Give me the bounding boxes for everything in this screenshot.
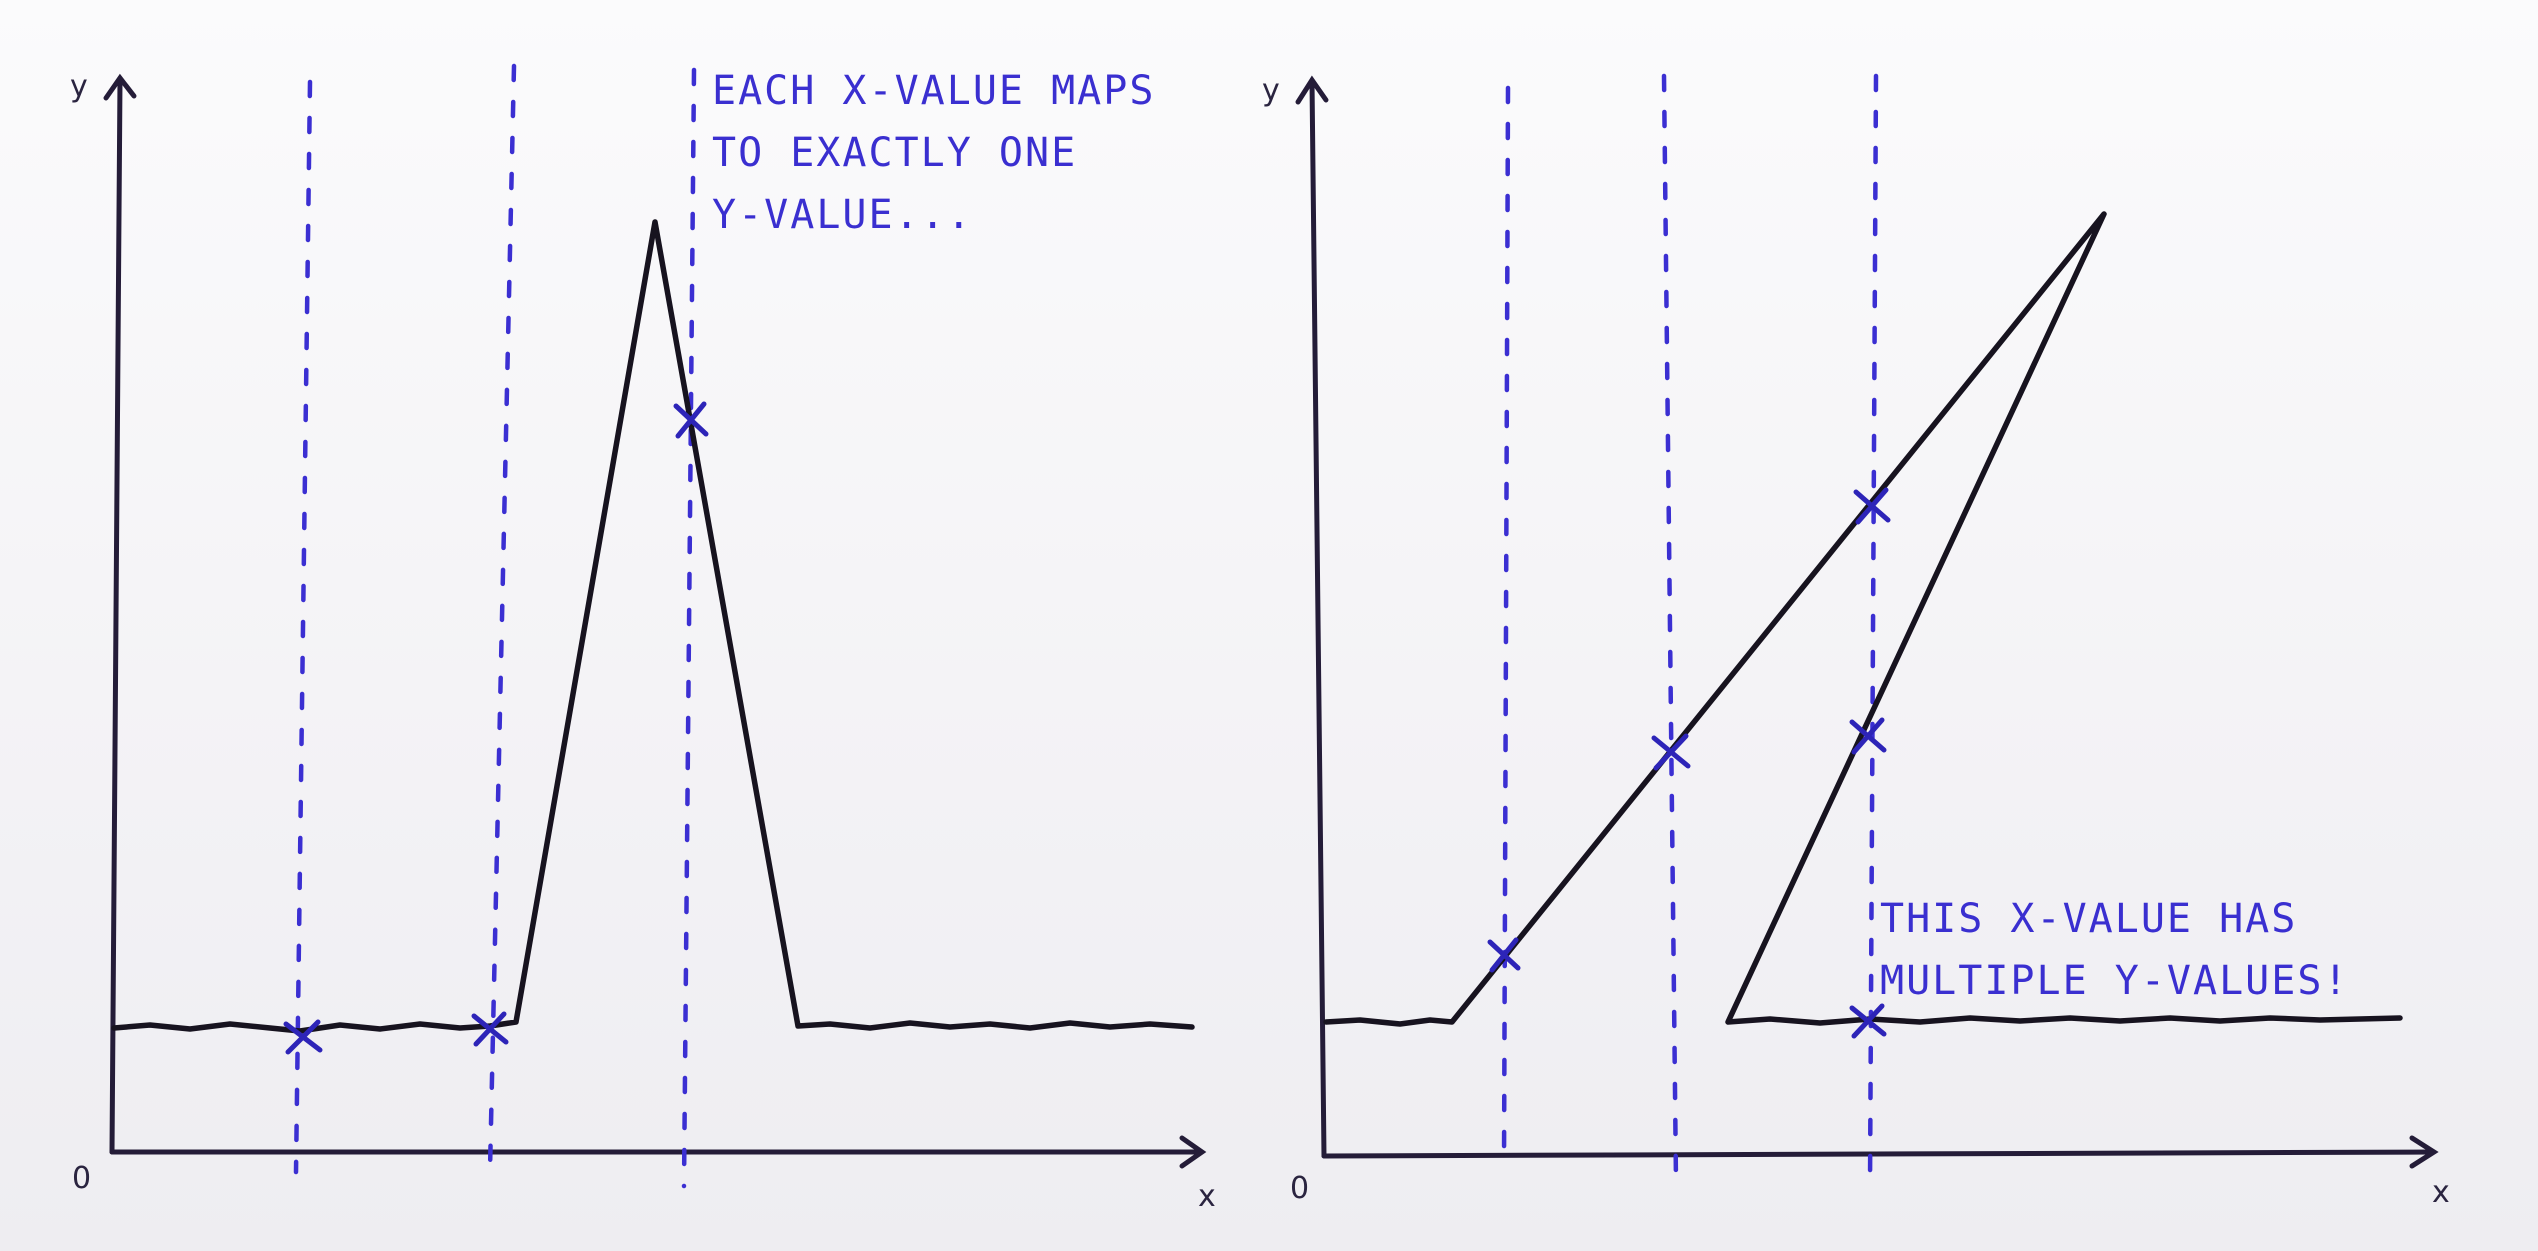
left-graph: y 0 x EACH X-VALUE MAPS TO EXACTLY ONE Y… [70, 66, 1216, 1214]
right-annotation-line-1: THIS X-VALUE HAS [1880, 896, 2297, 942]
right-annotation-line-2: MULTIPLE Y-VALUES! [1880, 958, 2349, 1004]
right-y-label: y [1262, 73, 1280, 108]
left-dashed-line-2 [490, 66, 514, 1170]
left-dashed-line-3 [684, 70, 694, 1186]
left-y-label: y [70, 69, 88, 104]
right-x-label: x [2432, 1175, 2450, 1210]
right-origin-label: 0 [1290, 1171, 1309, 1206]
left-intersection-1 [286, 1022, 320, 1052]
left-annotation-line-3: Y-VALUE... [712, 192, 973, 238]
left-function-curve [114, 222, 1192, 1031]
left-annotation-line-2: TO EXACTLY ONE [712, 130, 1077, 176]
right-y-axis [1312, 82, 1324, 1156]
left-x-label: x [1198, 1179, 1216, 1214]
right-graph: y 0 x THIS X-VALUE HAS [1262, 73, 2450, 1210]
left-origin-label: 0 [72, 1161, 91, 1196]
left-dashed-line-1 [296, 82, 310, 1172]
left-annotation-line-1: EACH X-VALUE MAPS [712, 68, 1155, 114]
right-dashed-line-1 [1504, 88, 1508, 1166]
right-x-axis [1324, 1152, 2432, 1156]
right-dashed-line-2 [1664, 76, 1676, 1182]
left-y-axis [112, 80, 120, 1152]
